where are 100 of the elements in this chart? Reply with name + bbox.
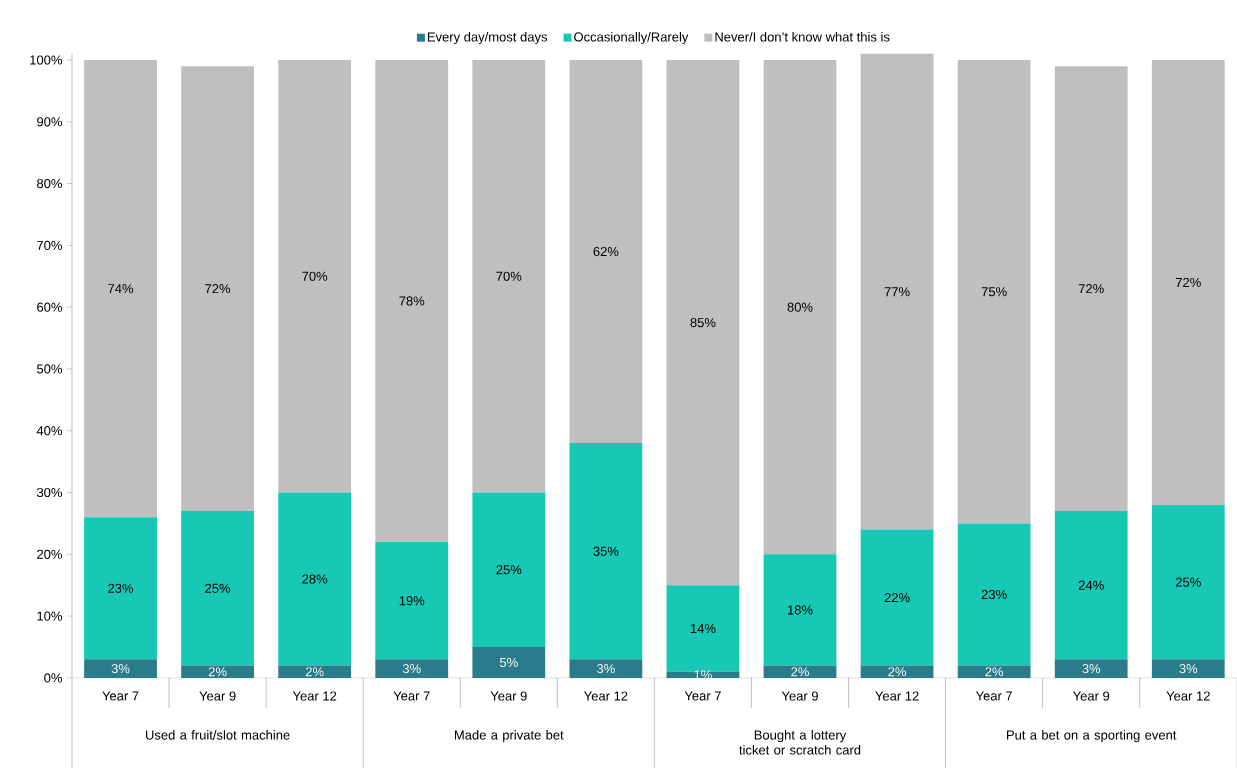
data-label: 22% [884,593,910,603]
y-tick-label: 70% [37,240,62,251]
x-tick-label: Year 12 [1166,691,1210,701]
legend-label: Every day/most days [427,32,548,45]
data-label: 24% [1078,580,1104,590]
x-tick-label: Year 9 [1072,691,1110,701]
data-label: 2% [791,667,809,677]
bar [181,511,254,666]
bar [957,523,1031,666]
text: Used a fruit/slot machine [146,730,290,740]
x-tick-label: Year 9 [781,691,818,701]
data-label: 85% [690,318,716,328]
data-label: 72% [1175,277,1201,288]
y-tick-label: 30% [36,487,62,498]
bar [1054,511,1128,660]
data-label: 1% [694,670,712,680]
x-tick-label: Year 7 [684,691,721,701]
text: Put a bet on a sporting event [1007,730,1177,743]
data-label: 28% [302,574,328,584]
y-tick-label: 50% [36,364,62,374]
bar [84,659,157,678]
data-label: 25% [1175,577,1201,587]
bar [763,665,837,678]
data-label: 77% [884,287,910,297]
data-label: 75% [981,287,1007,297]
data-label: 2% [208,667,227,677]
bar [1151,659,1225,678]
data-label: 19% [399,596,425,606]
y-tick-label: 60% [37,302,62,312]
data-label: 25% [496,565,522,575]
legend-label: Occasionally/Rarely [574,32,689,45]
x-tick-label: Year 12 [583,691,628,701]
y-tick-label: 10% [37,611,62,621]
x-tick-label: Year 12 [292,691,337,701]
data-label: 3% [1179,664,1198,674]
x-tick-label: Year 7 [393,691,430,701]
bar [860,53,934,530]
x-tick-label: Year 9 [199,691,236,701]
bar [1054,659,1128,678]
y-tick-label: 20% [37,549,62,559]
data-label: 3% [596,664,615,674]
bar [278,60,352,493]
data-label: 72% [1078,284,1104,294]
bar [666,671,740,678]
bar [278,665,352,678]
bar [957,60,1031,524]
y-tick-label: 100% [30,55,62,65]
bar [278,492,352,666]
bar [472,647,546,678]
x-tick-label: Year 7 [102,691,139,701]
x-tick-label: Year 7 [975,691,1013,701]
data-label: 23% [108,583,134,593]
data-label: 62% [593,246,619,257]
data-label: 80% [787,302,813,312]
text: Made a private bet [454,730,564,743]
bar [84,60,157,518]
data-label: 3% [1082,664,1101,674]
data-label: 23% [981,589,1007,600]
bar [569,659,643,678]
bar [84,517,157,660]
bar [1054,66,1128,512]
data-label: 2% [888,667,907,677]
data-label: 2% [985,667,1004,677]
bar [1151,504,1225,660]
data-label: 35% [593,546,619,556]
y-tick-label: 90% [37,117,62,127]
bar [666,60,740,586]
x-tick-label: Year 12 [875,691,919,701]
data-label: 5% [499,657,518,668]
legend-label: Never/I don’t know what this is [715,32,890,42]
bar [472,60,546,493]
data-label: 14% [690,623,716,634]
data-label: 25% [205,583,231,593]
bar [375,60,449,543]
y-tick-label: 80% [37,179,62,189]
y-tick-label: 40% [36,426,62,436]
bar [1151,60,1225,505]
bar [763,554,837,666]
bar [375,659,449,678]
data-label: 70% [302,271,328,281]
data-label: 2% [305,667,324,677]
data-label: 3% [402,664,421,674]
x-tick-label: Year 9 [490,691,527,701]
data-label: 18% [787,605,813,615]
bar [666,585,740,672]
data-label: 78% [399,296,425,306]
bar [569,443,643,660]
bar [957,665,1031,678]
bar [181,665,254,678]
bar [181,66,254,512]
data-label: 70% [496,271,522,281]
bar [860,529,934,666]
bar [375,542,449,660]
y-tick-label: 0% [44,673,63,683]
bar [860,665,934,678]
bar [569,60,643,444]
data-label: 74% [108,284,134,294]
text: Bought a lottery ticket or scratch card [739,730,861,755]
data-label: 72% [205,284,231,294]
bar [472,492,546,648]
